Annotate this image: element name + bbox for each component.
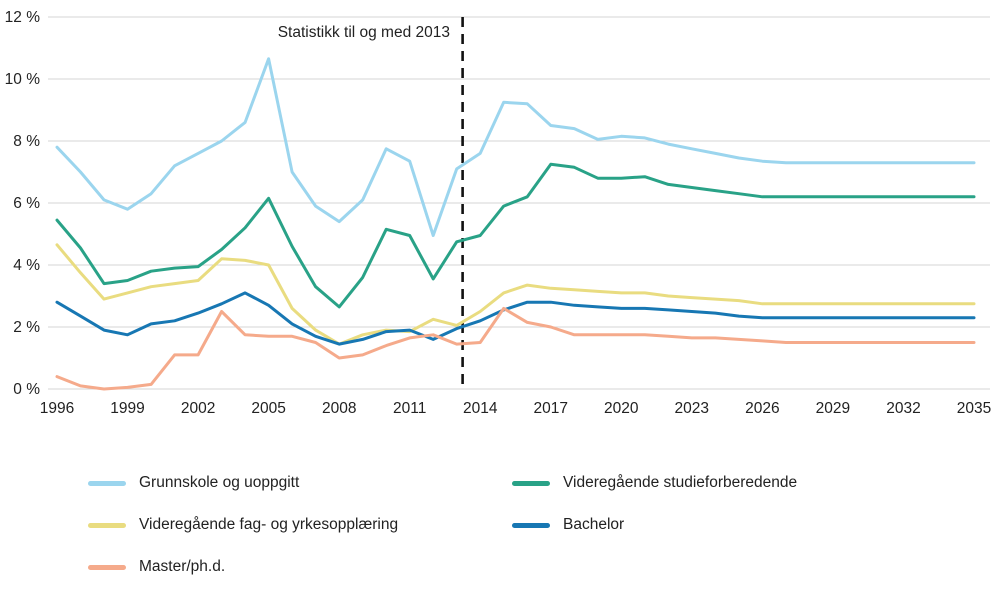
x-tick-label: 2008 (322, 400, 356, 417)
y-tick-label: 12 % (5, 9, 41, 26)
x-tick-label: 2017 (534, 400, 568, 417)
x-tick-label: 2014 (463, 400, 498, 417)
legend-swatch-videregaende-fag-og-yrkesopplaering (88, 522, 126, 528)
y-tick-label: 10 % (5, 71, 41, 88)
x-tick-label: 2032 (886, 400, 920, 417)
series-line-bachelor (55, 291, 976, 346)
legend-swatch-grunnskole-og-uoppgitt (88, 480, 126, 486)
legend-label: Master/ph.d. (139, 558, 226, 575)
x-tick-label: 2035 (957, 400, 991, 417)
chart-legend: Grunnskole og uoppgitt Videregående studi… (88, 474, 797, 576)
annotation-label: Statistikk til og med 2013 (277, 24, 450, 41)
series-line-master-phd (55, 306, 976, 391)
series-line-videregaende-studieforberedende (55, 162, 976, 309)
legend-item-master-phd: Master/ph.d. (88, 558, 512, 576)
series-line-videregaende-fag-og-yrkesopplaering (55, 243, 976, 346)
x-tick-label: 2023 (675, 400, 709, 417)
x-tick-label: 1999 (110, 400, 144, 417)
x-tick-label: 2029 (816, 400, 850, 417)
legend-label: Videregående fag- og yrkesopplæring (139, 516, 399, 533)
x-tick-label: 2026 (745, 400, 779, 417)
legend-label: Bachelor (563, 516, 625, 533)
series-line-grunnskole-og-uoppgitt (55, 57, 976, 237)
y-tick-label: 2 % (13, 319, 40, 336)
y-tick-label: 4 % (13, 257, 40, 274)
x-tick-label: 2002 (181, 400, 215, 417)
x-tick-label: 2011 (393, 400, 426, 417)
y-tick-label: 8 % (13, 133, 40, 150)
legend-item-videregaende-studieforberedende: Videregående studieforberedende (512, 474, 797, 492)
legend-swatch-bachelor (512, 522, 550, 528)
legend-item-videregaende-fag-og-yrkesopplaering: Videregående fag- og yrkesopplæring (88, 516, 512, 534)
legend-swatch-master-phd (88, 564, 126, 570)
y-tick-label: 0 % (13, 381, 40, 398)
legend-item-grunnskole-og-uoppgitt: Grunnskole og uoppgitt (88, 474, 512, 492)
x-tick-label: 2020 (604, 400, 639, 417)
legend-swatch-videregaende-studieforberedende (512, 480, 550, 486)
legend-label: Grunnskole og uoppgitt (139, 474, 300, 491)
x-tick-label: 2005 (251, 400, 285, 417)
y-tick-label: 6 % (13, 195, 40, 212)
x-tick-label: 1996 (40, 400, 74, 417)
legend-item-bachelor: Bachelor (512, 516, 797, 534)
line-chart: 0 % 2 % 4 % 6 % 8 % 10 % 12 % 1996 1999 2002 2005 2… (5, 9, 992, 417)
legend-label: Videregående studieforberedende (563, 474, 798, 491)
